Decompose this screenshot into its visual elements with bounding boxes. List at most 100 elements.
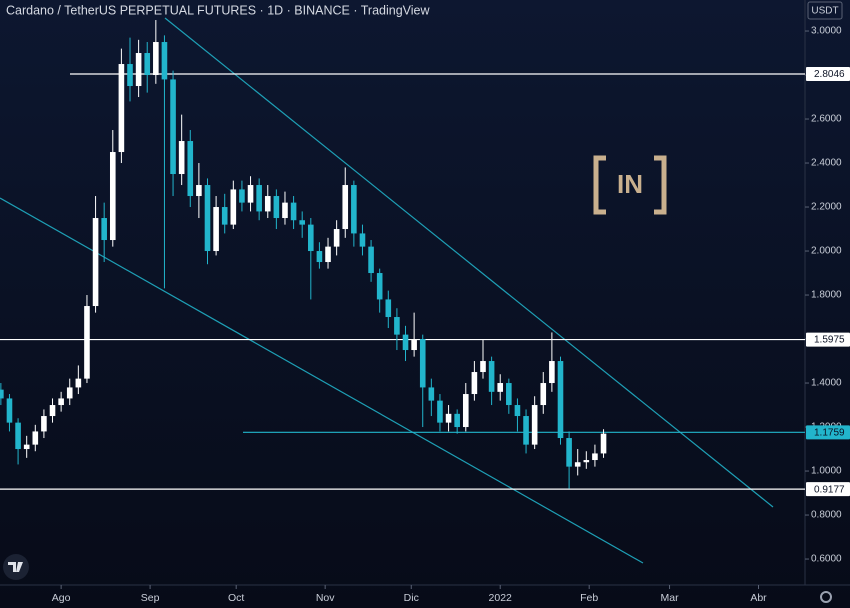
y-tick-label: 1.8000 <box>811 290 842 301</box>
trend-line <box>164 17 774 508</box>
candle-body <box>428 387 435 401</box>
candle-body <box>58 398 64 406</box>
chart-title: Cardano / TetherUS PERPETUAL FUTURES · 1… <box>6 3 430 17</box>
y-tick-label: 2.6000 <box>811 114 842 125</box>
y-tick-label: 1.0000 <box>811 466 842 477</box>
candle-body <box>187 141 194 197</box>
candle-body <box>32 431 39 445</box>
candle-body <box>66 387 73 399</box>
candle-body <box>325 246 331 263</box>
x-tick-label: Mar <box>660 592 679 604</box>
candle-body <box>342 185 349 230</box>
candle-body <box>170 79 176 175</box>
logo-text: IN <box>617 169 643 199</box>
candle-body <box>316 251 323 263</box>
candle-body <box>497 383 504 392</box>
x-tick-label: Feb <box>580 592 598 604</box>
candle-body <box>368 246 374 274</box>
candle-body <box>153 42 159 76</box>
candle-body <box>411 339 417 351</box>
candle-body <box>273 196 280 219</box>
candle-body <box>506 383 512 406</box>
candle-body <box>221 207 228 225</box>
candle-body <box>445 413 452 423</box>
candle-body <box>376 273 383 300</box>
candle-body <box>75 378 82 388</box>
x-tick-label: Dic <box>404 592 419 604</box>
candle-body <box>23 444 30 450</box>
candle-body <box>49 405 56 417</box>
candle-body <box>540 383 547 406</box>
candle-body <box>351 185 357 234</box>
candle-body <box>574 462 581 467</box>
candle-body <box>213 207 219 252</box>
y-tick-label: 2.4000 <box>811 158 842 169</box>
candle-body <box>480 361 486 373</box>
candle-body <box>402 334 409 351</box>
logo: IN <box>593 155 667 215</box>
candle-body <box>592 453 598 461</box>
candle-body <box>178 141 185 175</box>
candle-body <box>6 398 13 423</box>
y-tick-label: 0.6000 <box>811 554 842 565</box>
candle-body <box>84 306 90 379</box>
candle-body <box>385 299 392 318</box>
y-tick-label: 2.0000 <box>811 246 842 257</box>
candle-body <box>333 229 340 247</box>
candle-body <box>566 438 572 467</box>
candle-body <box>101 218 107 241</box>
candle-body <box>523 416 529 445</box>
candle-body <box>308 224 314 252</box>
y-tick-label: 2.2000 <box>811 202 842 213</box>
candle-body <box>15 422 21 450</box>
level-label-box <box>806 425 850 440</box>
currency-box <box>807 1 843 20</box>
candle-body <box>514 405 521 417</box>
level-label-box <box>806 332 850 347</box>
candle-body <box>583 460 590 463</box>
x-tick-label: Sep <box>141 592 160 604</box>
candle-body <box>557 361 564 439</box>
candle-body <box>247 185 254 203</box>
candle-body <box>531 405 538 445</box>
candle-body <box>127 64 133 87</box>
candle-body <box>454 413 460 428</box>
y-tick-label: 0.8000 <box>811 510 842 521</box>
candle-body <box>239 189 245 203</box>
settings-icon[interactable] <box>820 591 832 603</box>
candle-body <box>437 400 443 423</box>
candle-body <box>462 394 469 428</box>
candle-body <box>549 361 555 384</box>
y-tick-label: 1.4000 <box>811 378 842 389</box>
candle-body <box>299 220 305 225</box>
y-tick-label: 3.0000 <box>811 26 842 37</box>
candle-body <box>230 189 237 225</box>
candle-body <box>109 152 116 241</box>
candle-body <box>488 361 495 392</box>
level-label: 1.5975 <box>814 335 845 346</box>
trend-line <box>0 197 644 564</box>
candle-body <box>471 372 478 395</box>
level-label: 2.8046 <box>814 69 845 80</box>
currency: USDT <box>811 6 838 17</box>
candle-body <box>196 185 202 197</box>
candle-body <box>282 202 288 219</box>
x-tick-label: 2022 <box>489 592 513 604</box>
x-tick-label: Ago <box>52 592 71 604</box>
candle-body <box>394 317 400 335</box>
candle-body <box>256 185 262 212</box>
x-tick-label: Nov <box>316 592 335 604</box>
candle-body <box>419 339 426 388</box>
candle-body <box>144 53 151 76</box>
candle-body <box>290 202 297 221</box>
candle-body <box>92 218 99 307</box>
x-tick-label: Oct <box>228 592 244 604</box>
level-label-box <box>806 67 850 82</box>
tv-logo <box>3 554 29 580</box>
candle-body <box>118 64 125 153</box>
candle-body <box>135 53 142 87</box>
x-tick-label: Abr <box>750 592 767 604</box>
candle-body <box>600 433 607 454</box>
